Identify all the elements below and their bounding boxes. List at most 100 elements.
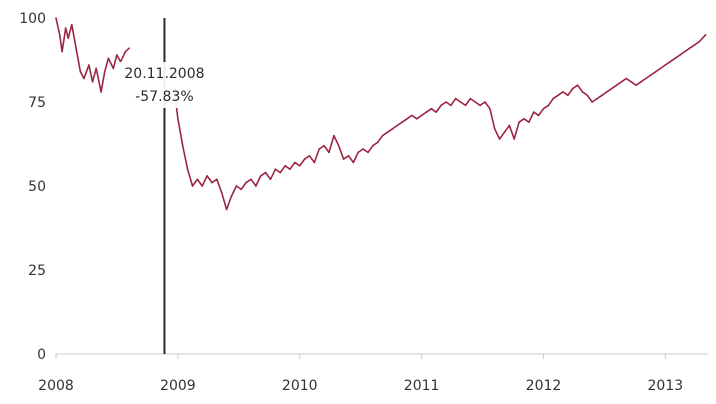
series-point (362, 148, 364, 150)
series-point (67, 37, 69, 39)
series-point (411, 114, 413, 117)
y-tick-label: 50 (28, 179, 46, 195)
x-tick-label: 2009 (160, 378, 196, 394)
series-point (124, 50, 127, 53)
series-point (630, 81, 632, 83)
series-point (537, 114, 540, 117)
series-point (484, 101, 486, 103)
series-point (704, 34, 707, 36)
y-tick-label: 25 (28, 263, 46, 279)
series-point (586, 94, 589, 97)
series-point (557, 94, 559, 97)
series-point (654, 71, 657, 73)
series-point (640, 81, 642, 83)
series-point (396, 124, 399, 127)
series-point (328, 151, 330, 154)
series-point (186, 168, 189, 170)
series-point (425, 111, 428, 113)
series-point (576, 84, 579, 86)
series-point (201, 185, 203, 187)
series-point (581, 91, 584, 93)
series-point (58, 34, 61, 36)
series-line-segment (173, 34, 707, 211)
series-point (430, 107, 433, 110)
series-point (376, 141, 379, 144)
series-point (128, 47, 130, 49)
x-tick-label: 2012 (526, 378, 562, 394)
series-point (649, 74, 652, 76)
y-tick-label: 100 (19, 11, 46, 27)
series-point (469, 97, 472, 100)
series-point (55, 17, 57, 19)
series-point (303, 158, 306, 160)
series-point (91, 81, 94, 83)
x-axis-ticks: 2008 2009 2010 2011 2012 2013 (38, 354, 683, 394)
series-point (571, 87, 574, 90)
x-tick-label: 2011 (404, 378, 440, 394)
series-point (415, 118, 418, 120)
series-point (342, 158, 345, 160)
series-point (337, 144, 340, 147)
y-axis-ticks: 0 25 50 75 100 (19, 11, 46, 363)
series-point (552, 97, 554, 100)
series-point (196, 178, 199, 181)
series-point (206, 175, 208, 177)
series-point (596, 97, 598, 100)
y-tick-label: 0 (37, 347, 46, 363)
series-point (523, 118, 525, 120)
series-point (313, 161, 316, 164)
series-point (107, 57, 110, 60)
x-tick-label: 2010 (282, 378, 318, 394)
series-point (225, 208, 228, 211)
series-point (679, 54, 681, 56)
annotation-label-background (116, 62, 213, 108)
series-point (191, 185, 194, 187)
series-point (250, 178, 252, 181)
series-point (112, 67, 115, 70)
series-point (347, 155, 350, 157)
series-point (591, 101, 593, 103)
series-point (298, 165, 301, 167)
series-line-segment (55, 17, 130, 93)
series-point (103, 71, 106, 73)
series-point (245, 181, 247, 184)
series-point (269, 178, 272, 181)
series-point (216, 178, 218, 181)
series-point (289, 168, 291, 170)
series-point (562, 91, 564, 93)
series-point (635, 84, 637, 86)
series-point (615, 84, 618, 86)
series-point (323, 144, 325, 147)
series-point (386, 131, 389, 133)
series-point (88, 64, 90, 66)
series-point (435, 111, 438, 113)
series-point (95, 67, 97, 70)
series-point (318, 148, 321, 150)
series-point (601, 94, 603, 97)
series-point (498, 138, 501, 140)
series-point (71, 23, 73, 26)
series-point (230, 195, 233, 197)
series-point (620, 81, 623, 83)
series-point (445, 101, 447, 103)
series-point (567, 94, 569, 97)
series-point (274, 168, 277, 170)
series-point (177, 118, 179, 120)
series-point (294, 161, 296, 164)
series-point (459, 101, 462, 103)
series-point (688, 47, 691, 49)
series-point (357, 151, 360, 154)
series-point (664, 64, 667, 66)
series-point (493, 128, 496, 130)
series-point (211, 181, 213, 184)
series-point (333, 134, 335, 137)
series-point (259, 175, 262, 177)
series-point (255, 185, 257, 187)
series-point (401, 121, 403, 123)
series-point (240, 188, 242, 191)
series-point (489, 107, 491, 110)
series-point (693, 44, 696, 46)
series-point (528, 121, 530, 123)
series-point (352, 161, 355, 164)
